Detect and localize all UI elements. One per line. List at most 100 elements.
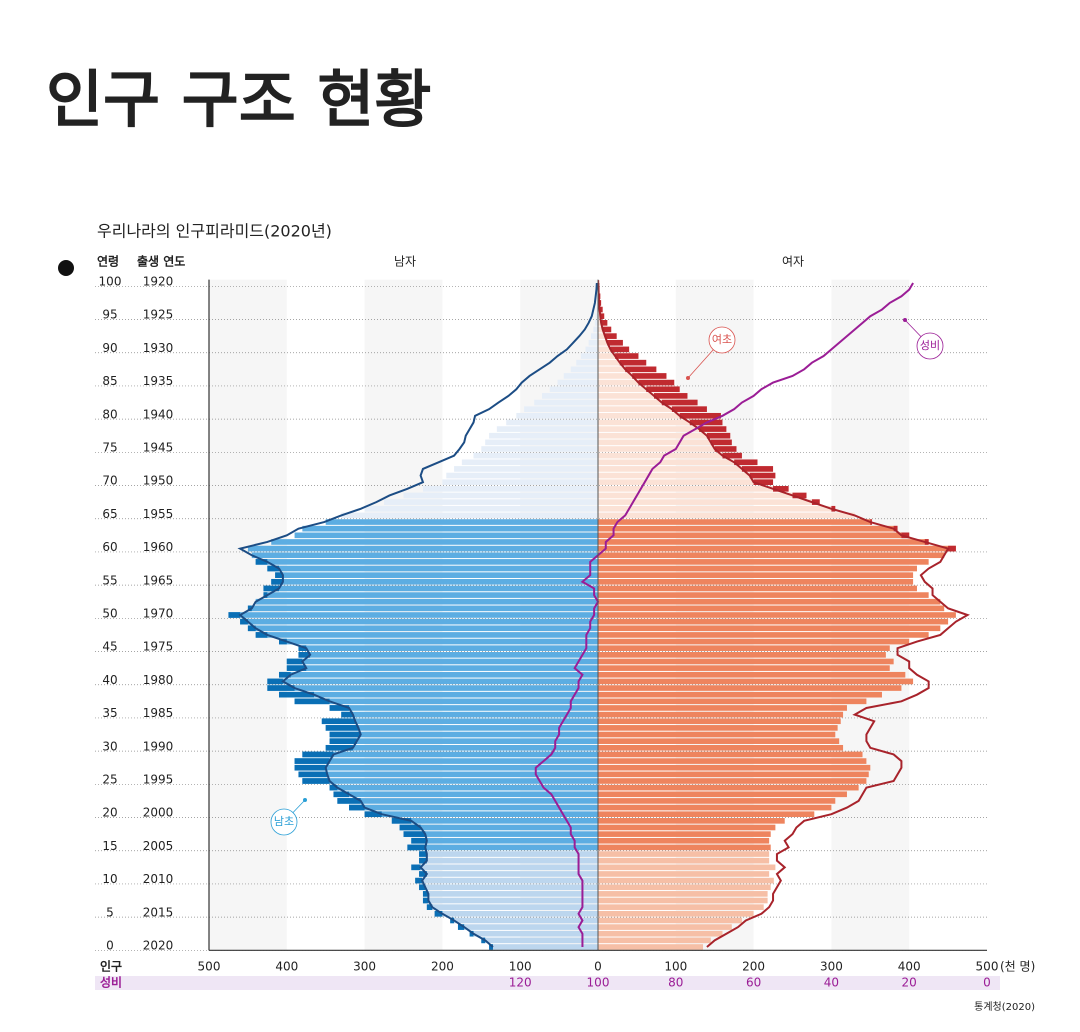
female-bar — [598, 459, 758, 466]
male-bar — [341, 711, 598, 718]
female-bar — [598, 665, 890, 671]
female-bar — [598, 818, 785, 824]
ratio-tick-label: 40 — [824, 976, 839, 990]
male-bar — [286, 658, 598, 665]
female-excess — [646, 386, 680, 393]
male-bar — [415, 877, 598, 884]
male-bar — [349, 804, 598, 811]
female-excess — [632, 373, 667, 379]
male-header: 남자 — [394, 255, 416, 269]
female-excess — [893, 525, 898, 532]
male-bar — [279, 671, 598, 678]
male-excess — [422, 891, 429, 897]
male-bar — [580, 353, 598, 359]
female-bar — [598, 552, 945, 559]
x-tick-label: 100 — [509, 960, 532, 974]
female-bar — [598, 691, 882, 698]
male-excess — [415, 877, 423, 884]
male-bar — [422, 891, 598, 897]
female-bar — [598, 452, 742, 459]
female-bar — [598, 585, 917, 592]
birth-year-label: 1925 — [143, 308, 174, 322]
male-excess — [286, 658, 303, 665]
age-tick-label: 45 — [102, 640, 117, 654]
male-bar — [557, 379, 598, 386]
male-bar — [516, 412, 598, 419]
male-bar — [275, 572, 598, 578]
bullet — [58, 260, 74, 276]
male-excess — [426, 904, 433, 910]
female-excess — [792, 492, 807, 499]
male-excess — [298, 645, 307, 652]
male-bar — [321, 718, 598, 725]
male-bar — [473, 452, 598, 459]
male-bar — [302, 525, 598, 532]
male-bar — [457, 924, 598, 930]
x-tick-label: 400 — [898, 960, 921, 974]
ratio-tick-label: 80 — [668, 976, 683, 990]
male-excess — [240, 618, 248, 625]
female-bar — [598, 705, 847, 711]
age-tick-label: 25 — [102, 773, 117, 787]
male-bar — [247, 625, 598, 632]
male-bar — [454, 466, 598, 472]
female-bar — [598, 625, 941, 632]
male-excess — [419, 884, 426, 891]
source: 통계청(2020) — [974, 1001, 1035, 1013]
birth-year-label: 1980 — [143, 673, 174, 687]
birth-year-label: 1995 — [143, 773, 174, 787]
annotation-sex-ratio: 성비 — [920, 339, 940, 352]
female-bar — [598, 432, 731, 439]
female-excess — [638, 379, 675, 386]
male-bar — [593, 326, 598, 333]
female-excess — [600, 313, 605, 320]
male-excess — [329, 731, 361, 738]
male-bar — [255, 632, 598, 638]
female-bar — [598, 877, 774, 884]
male-excess — [434, 910, 443, 917]
male-bar — [255, 598, 598, 605]
male-excess — [329, 784, 338, 791]
annotation-sex-ratio-circle — [916, 332, 944, 360]
female-excess — [602, 326, 612, 333]
male-bar — [384, 499, 598, 505]
male-bar — [411, 837, 598, 844]
female-bar — [598, 426, 727, 432]
annotation-male-excess: 남초 — [274, 815, 294, 828]
male-excess — [399, 824, 421, 831]
male-mirror-line — [597, 282, 970, 948]
male-bar — [461, 459, 598, 466]
male-excess — [294, 698, 330, 705]
birth-year-label: 2000 — [143, 806, 174, 820]
male-bar — [485, 439, 598, 446]
female-bar — [598, 492, 807, 499]
female-bar — [598, 598, 941, 605]
female-bar — [598, 658, 894, 665]
male-excess — [294, 758, 330, 764]
male-bar — [594, 320, 598, 326]
male-bar — [263, 592, 598, 598]
male-bar — [446, 472, 598, 479]
female-bar — [598, 605, 945, 612]
male-bar — [450, 917, 598, 924]
female-bar — [598, 618, 949, 625]
male-excess — [403, 831, 426, 837]
x-tick-label: 200 — [742, 960, 765, 974]
male-bar — [325, 519, 598, 525]
age-tick-label: 0 — [106, 939, 114, 953]
age-tick-label: 55 — [102, 573, 117, 587]
male-bar — [267, 565, 598, 572]
male-bar — [302, 751, 598, 758]
female-excess — [710, 439, 732, 446]
male-excess — [419, 857, 427, 864]
male-bar — [247, 605, 598, 612]
chart-title: 우리나라의 인구피라미드(2020년) — [97, 222, 332, 241]
male-bar — [576, 359, 598, 366]
age-tick-label: 85 — [102, 374, 117, 388]
female-bar — [598, 930, 723, 937]
birth-year-label: 1975 — [143, 640, 174, 654]
female-bar — [598, 711, 844, 718]
male-excess — [325, 744, 353, 751]
male-excess — [457, 924, 465, 930]
male-bar — [341, 512, 598, 519]
